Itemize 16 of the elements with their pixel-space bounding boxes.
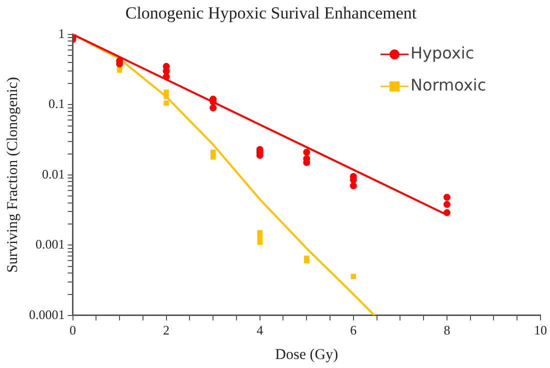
x-tick-label: 10 — [534, 322, 547, 338]
x-axis-title: Dose (Gy) — [275, 346, 338, 363]
legend-label: Hypoxic — [410, 44, 474, 63]
y-tick-label: 0.1 — [48, 96, 65, 112]
x-tick-label: 2 — [163, 322, 170, 338]
x-tick-label: 4 — [256, 322, 264, 338]
y-tick-label: 1 — [58, 26, 65, 41]
x-tick-label: 0 — [70, 322, 76, 338]
y-tick-label: 0.0001 — [29, 306, 65, 322]
legend-label: Normoxic — [410, 76, 486, 95]
y-tick-label: 0.001 — [36, 236, 65, 252]
x-tick-label: 8 — [444, 322, 450, 338]
chart-title: Clonogenic Hypoxic Surival Enhancement — [125, 4, 417, 23]
y-axis-title: Surviving Fraction (Clonogenic) — [4, 76, 21, 273]
x-tick-label: 6 — [350, 322, 358, 338]
y-tick-label: 0.01 — [42, 166, 65, 182]
